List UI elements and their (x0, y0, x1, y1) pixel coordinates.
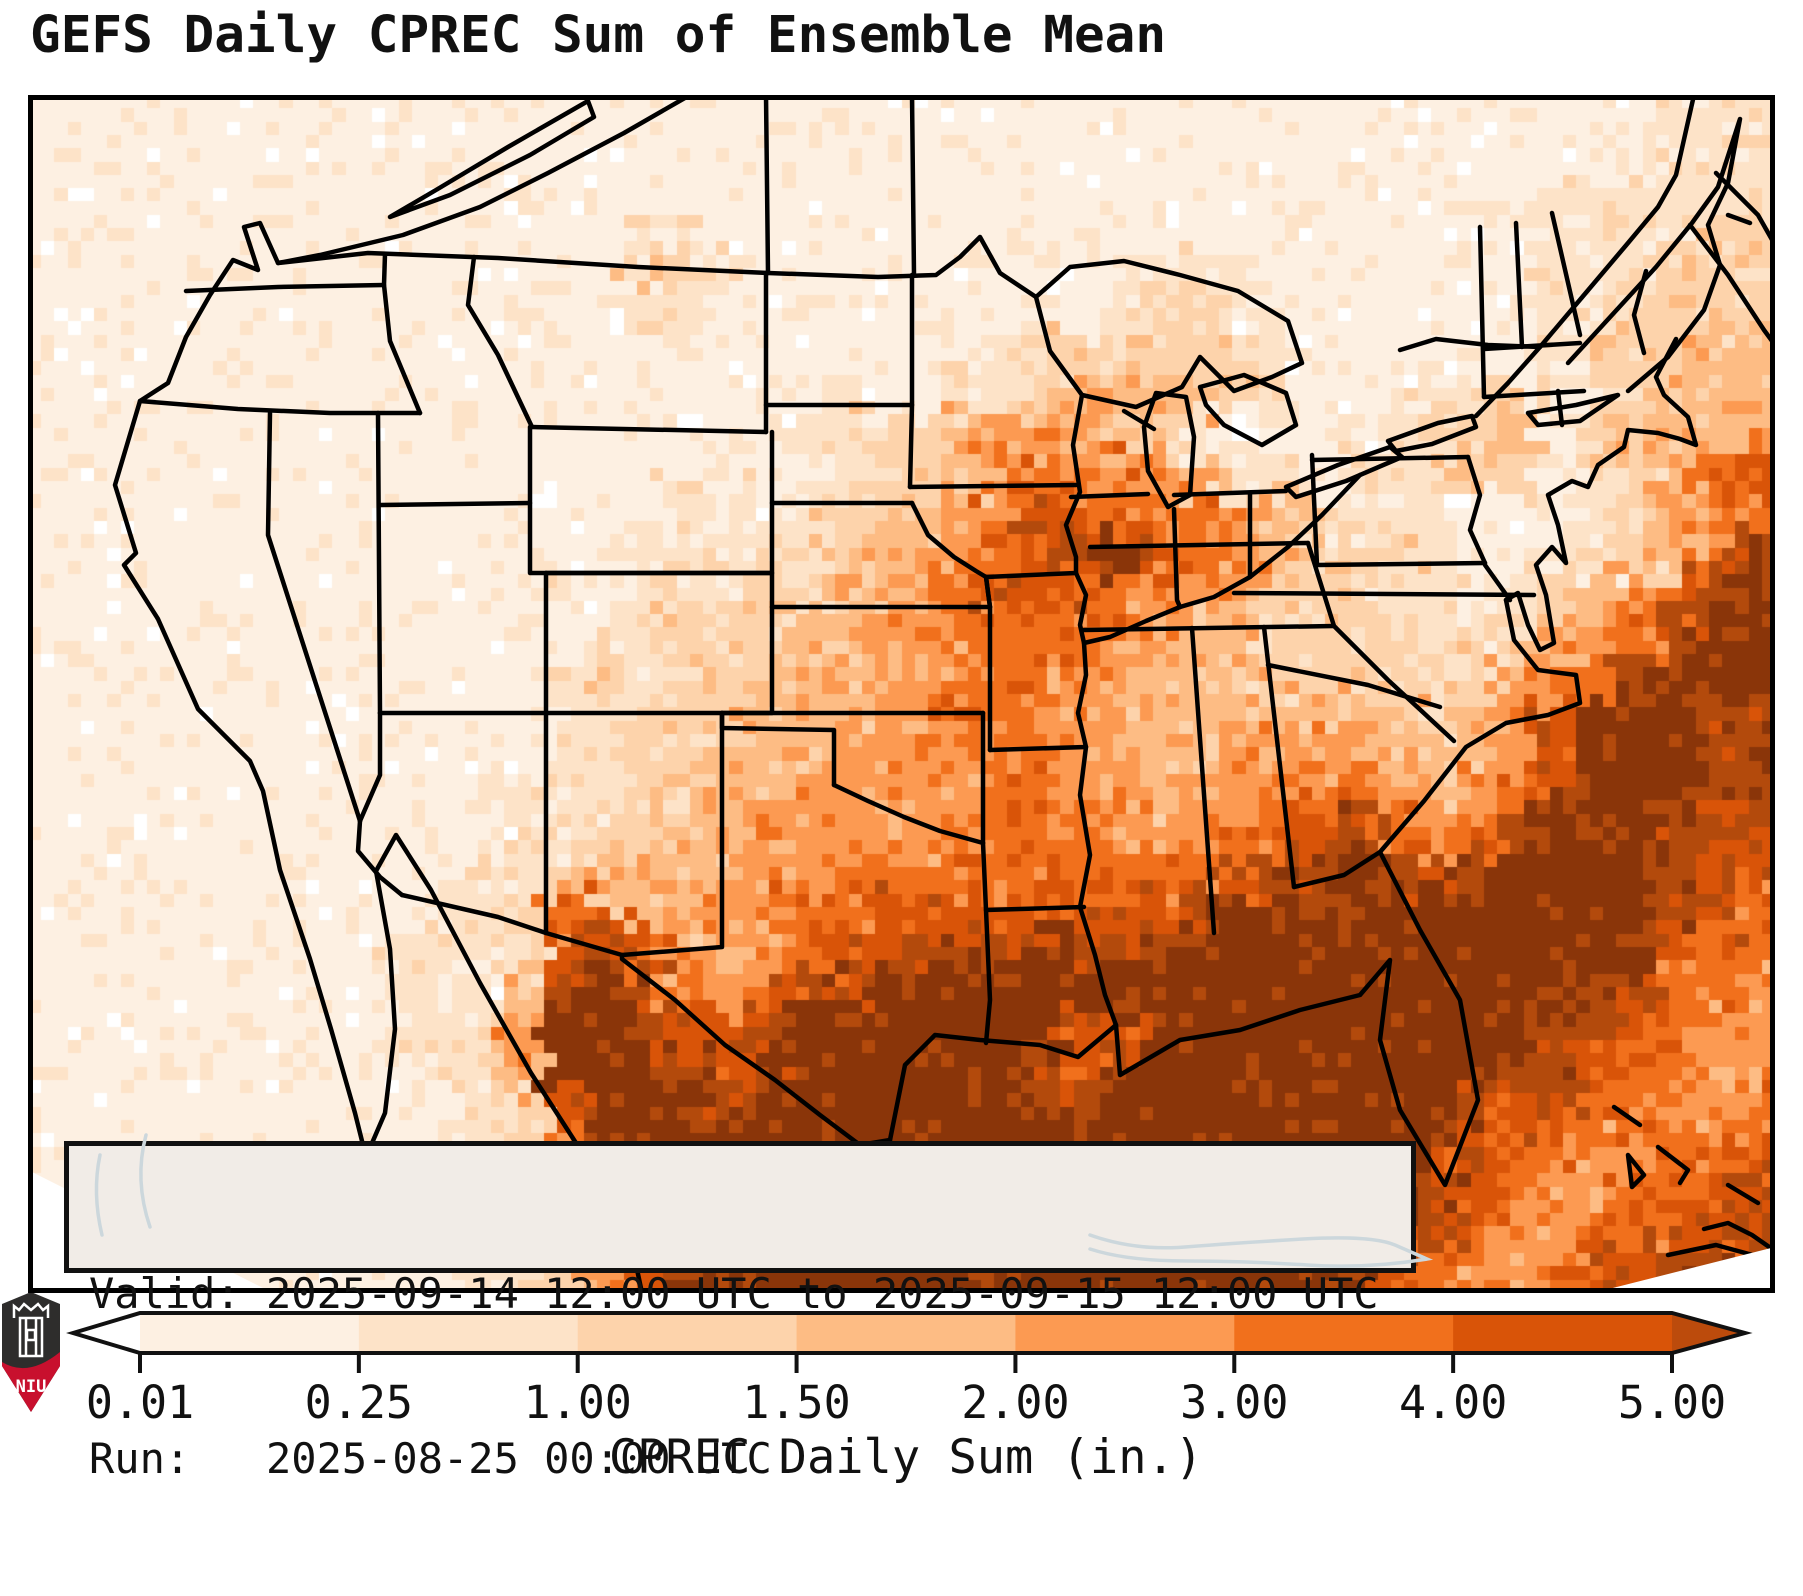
niu-logo: NIU (2, 1292, 60, 1412)
valid-line: Valid: 2025-09-14 12:00 UTC to 2025-09-1… (89, 1269, 1379, 1318)
colorbar-tick-5.00: 5.00 (1617, 1376, 1727, 1429)
valid-run-info-box: Valid: 2025-09-14 12:00 UTC to 2025-09-1… (64, 1141, 1416, 1483)
colorbar-tick-2.00: 2.00 (961, 1376, 1070, 1429)
colorbar-tick-3.00: 3.00 (1180, 1376, 1289, 1429)
colorbar-zone: 0.01 0.25 1.00 1.50 2.00 3.00 4.00 5.00 CPREC D… (0, 1290, 1803, 1500)
colorbar-tick-0.25: 0.25 (304, 1376, 414, 1429)
colorbar (66, 1311, 1753, 1373)
figure-title: GEFS Daily CPREC Sum of Ensemble Mean (30, 6, 1167, 65)
colorbar-tick-1.00: 1.00 (523, 1376, 632, 1429)
colorbar-label: CPREC Daily Sum (in.) (608, 1430, 1204, 1485)
niu-logo-text: NIU (16, 1377, 47, 1397)
run-line: Run: 2025-08-25 00:00 UTC (89, 1434, 772, 1483)
precip-field-canvas (28, 95, 1775, 1293)
niu-castle-icon (12, 1302, 50, 1358)
niu-red-band (2, 1352, 60, 1412)
colorbar-tick-1.50: 1.50 (742, 1376, 851, 1429)
map-area: Valid: 2025-09-14 12:00 UTC to 2025-09-1… (28, 95, 1775, 1483)
colorbar-tick-0.01: 0.01 (85, 1376, 195, 1429)
colorbar-tick-4.00: 4.00 (1398, 1376, 1508, 1429)
